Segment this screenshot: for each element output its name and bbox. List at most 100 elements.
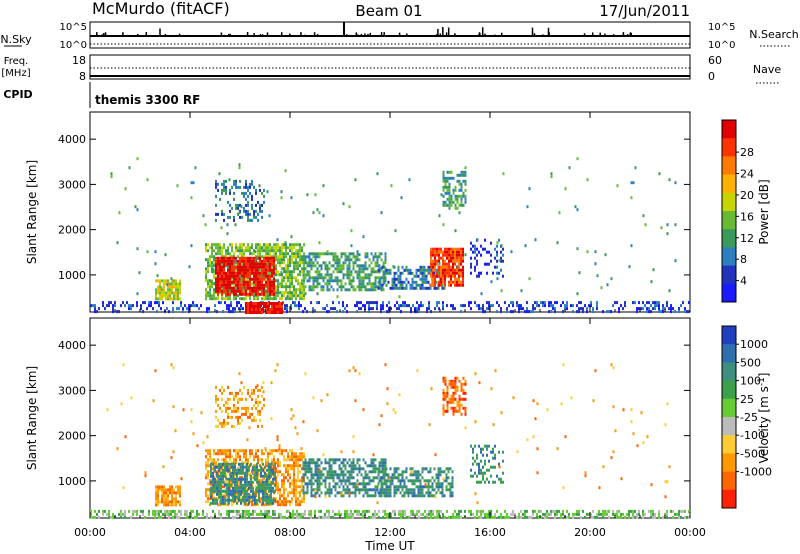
- power-cell: [232, 307, 234, 311]
- power-cell: [486, 301, 488, 305]
- power-cell: [152, 307, 154, 311]
- power-cell: [239, 259, 241, 263]
- power-cell: [303, 264, 305, 268]
- velocity-cell: [413, 482, 416, 486]
- power-cell: [285, 243, 287, 247]
- power-cell: [494, 247, 496, 251]
- velocity-cell: [364, 473, 367, 477]
- power-cell: [188, 304, 190, 308]
- power-cell: [237, 271, 239, 275]
- velocity-cell: [334, 470, 337, 474]
- power-cell: [237, 274, 239, 278]
- power-cell: [350, 279, 353, 283]
- power-cell: [452, 191, 455, 195]
- velocity-cell: [554, 515, 556, 519]
- velocity-cell: [340, 479, 343, 483]
- velocity-cell: [328, 491, 331, 495]
- power-cell: [219, 274, 221, 278]
- power-cell: [476, 238, 479, 242]
- power-cell: [285, 297, 287, 301]
- power-cell: [582, 310, 584, 314]
- power-cell: [458, 262, 460, 266]
- power-cell: [312, 252, 315, 256]
- velocity-cell: [274, 474, 276, 478]
- power-cell: [233, 256, 235, 260]
- power-cell: [419, 268, 422, 272]
- velocity-cell: [362, 476, 365, 480]
- power-cell: [235, 246, 237, 250]
- power-cell: [279, 261, 281, 265]
- power-cell: [446, 197, 449, 201]
- power-cell: [249, 283, 251, 287]
- velocity-cell: [266, 477, 268, 481]
- power-cell: [256, 256, 259, 260]
- velocity-cell: [228, 489, 230, 493]
- velocity-cell: [400, 512, 402, 516]
- power-cell: [247, 249, 249, 253]
- power-cell: [281, 261, 283, 265]
- velocity-cell: [500, 515, 502, 519]
- power-cell: [253, 209, 255, 213]
- power-cell: [297, 294, 299, 298]
- power-cell: [442, 179, 445, 183]
- power-cell: [480, 271, 482, 275]
- velocity-cell: [652, 515, 654, 519]
- velocity-cell: [205, 488, 207, 492]
- power-cell: [346, 288, 349, 292]
- power-cell: [454, 194, 457, 198]
- power-cell: [462, 247, 464, 251]
- power-cell: [650, 280, 653, 284]
- power-cell: [231, 289, 233, 293]
- velocity-cell: [364, 485, 367, 489]
- velocity-cell: [289, 482, 291, 486]
- power-cell: [448, 206, 451, 210]
- power-cell: [293, 246, 295, 250]
- velocity-cell: [173, 497, 175, 501]
- power-cell: [215, 262, 217, 266]
- velocity-cell: [130, 515, 132, 519]
- power-cell: [336, 270, 339, 274]
- power-cell: [384, 261, 387, 265]
- velocity-cell: [338, 485, 341, 489]
- power-cell: [364, 255, 367, 259]
- velocity-cell: [308, 458, 311, 462]
- power-cell: [430, 283, 432, 287]
- velocity-cell: [502, 515, 504, 519]
- velocity-cell: [297, 476, 299, 480]
- velocity-cell: [267, 452, 269, 456]
- power-cell: [102, 301, 104, 305]
- power-cell: [456, 250, 458, 254]
- power-cell: [255, 256, 257, 260]
- velocity-cell: [260, 486, 262, 490]
- velocity-cell: [650, 512, 652, 516]
- velocity-cell: [550, 509, 552, 513]
- power-cell: [289, 270, 291, 274]
- velocity-cell: [234, 468, 236, 472]
- velocity-cell: [460, 403, 463, 407]
- velocity-cell: [584, 515, 586, 519]
- power-cell: [279, 291, 281, 295]
- velocity-cell: [220, 498, 222, 502]
- velocity-cell: [304, 467, 307, 471]
- velocity-cell: [166, 512, 168, 516]
- velocity-cell: [397, 479, 400, 483]
- velocity-cell: [228, 509, 230, 513]
- power-cell: [446, 271, 448, 275]
- velocity-cell: [443, 470, 446, 474]
- velocity-cell: [330, 458, 333, 462]
- power-cell: [334, 258, 337, 262]
- velocity-cell: [221, 458, 223, 462]
- power-cell: [434, 247, 436, 251]
- power-cell: [267, 265, 269, 269]
- power-cell: [436, 262, 438, 266]
- power-cell: [632, 301, 634, 305]
- power-cell: [255, 297, 257, 301]
- velocity-cell: [318, 515, 320, 519]
- velocity-cell: [358, 491, 361, 495]
- power-cell: [165, 282, 167, 286]
- power-cell: [425, 286, 428, 290]
- power-cell: [594, 250, 597, 254]
- power-cell: [213, 258, 215, 262]
- velocity-cell: [255, 455, 257, 459]
- power-cell: [413, 280, 416, 284]
